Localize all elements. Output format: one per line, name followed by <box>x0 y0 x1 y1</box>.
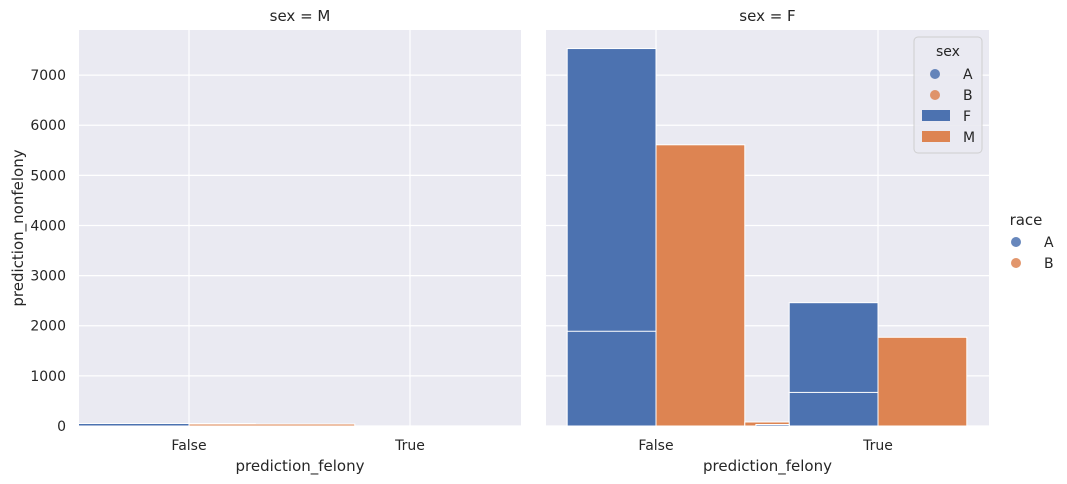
y-tick-label: 1000 <box>30 369 66 385</box>
y-tick-label: 6000 <box>30 118 66 134</box>
legend-label: B <box>1044 256 1054 272</box>
x-tick-label: True <box>862 438 893 454</box>
legend-marker <box>1011 237 1021 247</box>
y-tick-label: 4000 <box>30 218 66 234</box>
y-tick-label: 2000 <box>30 319 66 335</box>
bar <box>566 330 657 427</box>
y-axis-label: prediction_nonfelony <box>9 149 28 306</box>
y-tick-label: 7000 <box>30 68 66 84</box>
x-tick-label: False <box>171 438 206 454</box>
bar <box>877 336 968 427</box>
panel-sex-m: False True prediction_felony sex = M 0 1000 20… <box>9 7 521 476</box>
y-tick-label: 0 <box>57 419 66 435</box>
legend-patch <box>922 110 950 121</box>
bar <box>755 423 790 427</box>
legend-marker <box>930 90 940 100</box>
bar <box>788 391 879 427</box>
legend-label: M <box>963 130 975 146</box>
legend-frame <box>913 36 983 154</box>
y-tick-label: 3000 <box>30 269 66 285</box>
legend-title: sex <box>936 44 960 60</box>
legend-title: race <box>1010 211 1043 229</box>
bar <box>188 423 356 427</box>
legend-marker <box>930 69 940 79</box>
legend-patch <box>922 131 950 142</box>
panel-title: sex = F <box>739 7 795 25</box>
legend-label: B <box>963 88 973 104</box>
legend-label: A <box>1044 235 1054 251</box>
legend-marker <box>1011 258 1021 268</box>
legend-label: F <box>963 109 971 125</box>
y-tick-label: 5000 <box>30 168 66 184</box>
panel-title: sex = M <box>270 7 331 25</box>
plot-area <box>79 30 521 426</box>
x-tick-label: True <box>394 438 425 454</box>
x-axis-label: prediction_felony <box>703 457 832 476</box>
x-axis-label: prediction_felony <box>236 457 365 476</box>
bar <box>655 144 746 427</box>
x-tick-label: False <box>638 438 673 454</box>
legend-label: A <box>963 67 973 83</box>
